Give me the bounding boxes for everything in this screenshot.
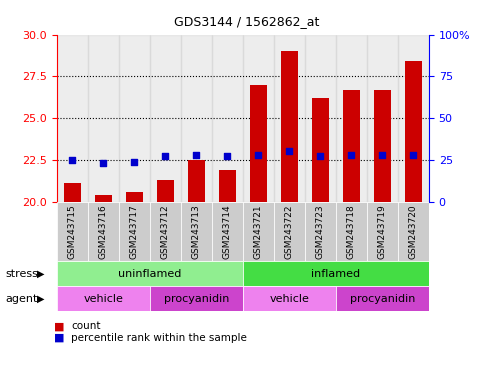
- Point: [99, 160, 107, 166]
- Bar: [126, 192, 143, 202]
- Text: vehicle: vehicle: [83, 293, 123, 304]
- Bar: [57, 35, 88, 202]
- Text: GSM243719: GSM243719: [378, 205, 387, 259]
- Bar: [181, 202, 212, 261]
- Bar: [398, 35, 429, 202]
- Text: GSM243712: GSM243712: [161, 205, 170, 259]
- Point: [410, 152, 418, 158]
- Text: GSM243721: GSM243721: [254, 205, 263, 259]
- Bar: [57, 286, 150, 311]
- Bar: [312, 98, 329, 202]
- Bar: [374, 90, 391, 202]
- Point: [317, 154, 324, 160]
- Bar: [212, 35, 243, 202]
- Text: procyanidin: procyanidin: [164, 293, 229, 304]
- Text: agent: agent: [5, 293, 37, 304]
- Bar: [181, 35, 212, 202]
- Bar: [119, 202, 150, 261]
- Text: GSM243716: GSM243716: [99, 205, 108, 259]
- Text: GSM243722: GSM243722: [285, 205, 294, 259]
- Bar: [336, 35, 367, 202]
- Text: GSM243715: GSM243715: [68, 205, 77, 259]
- Bar: [95, 195, 112, 202]
- Bar: [88, 35, 119, 202]
- Text: GSM243723: GSM243723: [316, 205, 325, 259]
- Bar: [243, 286, 336, 311]
- Point: [254, 152, 262, 158]
- Bar: [150, 35, 181, 202]
- Bar: [57, 202, 88, 261]
- Text: GSM243713: GSM243713: [192, 205, 201, 259]
- Text: procyanidin: procyanidin: [350, 293, 415, 304]
- Bar: [367, 202, 398, 261]
- Text: percentile rank within the sample: percentile rank within the sample: [71, 333, 247, 343]
- Bar: [281, 51, 298, 202]
- Bar: [243, 202, 274, 261]
- Bar: [64, 183, 81, 202]
- Bar: [243, 261, 429, 286]
- Bar: [119, 35, 150, 202]
- Bar: [336, 202, 367, 261]
- Point: [130, 159, 138, 165]
- Bar: [336, 286, 429, 311]
- Text: GSM243718: GSM243718: [347, 205, 356, 259]
- Bar: [305, 35, 336, 202]
- Text: stress: stress: [5, 268, 38, 279]
- Point: [68, 157, 76, 163]
- Text: ▶: ▶: [37, 268, 45, 279]
- Bar: [243, 35, 274, 202]
- Text: GSM243720: GSM243720: [409, 205, 418, 259]
- Text: count: count: [71, 321, 101, 331]
- Point: [192, 152, 200, 158]
- Bar: [88, 202, 119, 261]
- Text: vehicle: vehicle: [269, 293, 309, 304]
- Bar: [398, 202, 429, 261]
- Text: inflamed: inflamed: [311, 268, 360, 279]
- Bar: [150, 202, 181, 261]
- Text: ■: ■: [54, 321, 65, 331]
- Text: ▶: ▶: [37, 293, 45, 304]
- Bar: [150, 286, 243, 311]
- Bar: [367, 35, 398, 202]
- Bar: [157, 180, 174, 202]
- Bar: [274, 202, 305, 261]
- Point: [379, 152, 387, 158]
- Text: GDS3144 / 1562862_at: GDS3144 / 1562862_at: [174, 15, 319, 28]
- Bar: [274, 35, 305, 202]
- Text: GSM243714: GSM243714: [223, 205, 232, 259]
- Point: [285, 149, 293, 155]
- Point: [223, 154, 231, 160]
- Bar: [212, 202, 243, 261]
- Text: uninflamed: uninflamed: [118, 268, 181, 279]
- Bar: [305, 202, 336, 261]
- Text: GSM243717: GSM243717: [130, 205, 139, 259]
- Point: [348, 152, 355, 158]
- Bar: [343, 90, 360, 202]
- Bar: [188, 160, 205, 202]
- Point: [161, 154, 169, 160]
- Bar: [57, 261, 243, 286]
- Bar: [405, 61, 422, 202]
- Text: ■: ■: [54, 333, 65, 343]
- Bar: [219, 170, 236, 202]
- Bar: [250, 85, 267, 202]
